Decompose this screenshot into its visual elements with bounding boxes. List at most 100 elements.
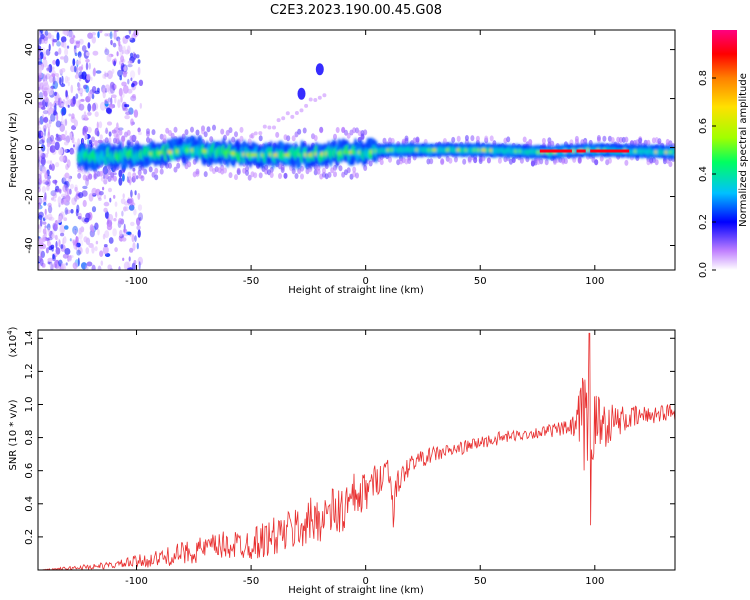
spectrogram-noise-cell bbox=[65, 163, 69, 170]
spectrogram-noise-cell bbox=[81, 45, 87, 52]
spectrogram-noise-cell bbox=[137, 256, 143, 266]
spectrogram-noise-cell bbox=[99, 250, 104, 257]
spectrogram-noise-cell bbox=[127, 37, 133, 41]
spectrogram-noise-cell bbox=[78, 55, 82, 64]
spectrogram-noise-cell bbox=[61, 177, 67, 185]
spectrogram-noise-cell bbox=[102, 165, 109, 175]
spectrogram-halo-cell bbox=[333, 133, 337, 140]
spectrogram-halo-cell bbox=[475, 135, 480, 142]
spectrogram-noise-cell bbox=[73, 119, 78, 127]
spectrogram-noise-cell bbox=[42, 136, 46, 142]
spectrogram-halo-cell bbox=[486, 157, 491, 164]
spectrogram-noise-cell bbox=[133, 109, 139, 118]
spectrogram-noise-cell bbox=[113, 30, 119, 33]
spectrogram-noise-cell bbox=[70, 84, 74, 94]
spectrogram-noise-cell bbox=[102, 245, 109, 255]
spectrogram-noise-cell bbox=[64, 130, 68, 136]
spectrogram-noise-cell bbox=[46, 223, 51, 231]
spectrogram-noise-cell bbox=[42, 124, 47, 132]
spectrogram-noise-cell bbox=[99, 101, 106, 111]
spectrogram-noise-cell bbox=[52, 75, 56, 85]
spectrogram-halo-cell bbox=[231, 136, 236, 143]
spectrogram-noise-cell bbox=[60, 133, 66, 141]
spectrogram-noise-cell bbox=[63, 236, 67, 244]
spectrogram-noise-cell bbox=[41, 106, 46, 110]
spectrogram-noise-cell bbox=[116, 51, 119, 57]
spectrogram-halo-cell bbox=[624, 136, 629, 143]
spectrogram-halo-cell bbox=[327, 171, 332, 178]
spectrogram-noise-cell bbox=[54, 220, 58, 228]
spectrogram-noise-cell bbox=[97, 265, 102, 270]
spectrogram-noise-cell bbox=[59, 225, 66, 234]
colorbar-tick-label: 0.6 bbox=[698, 118, 709, 134]
spectrogram-noise-cell bbox=[54, 234, 58, 241]
spectrogram-halo-cell bbox=[91, 136, 95, 143]
snr-axes: -100 -50 0 50 100 0.2 0.4 0.6 0.8 1.0 1.2 1.4 bbox=[24, 330, 675, 587]
spectrogram-noise-cell bbox=[79, 74, 85, 80]
spectrogram-halo-cell bbox=[283, 172, 288, 179]
spectrogram-noise-cell bbox=[42, 221, 47, 225]
spectrogram-noise-cell bbox=[40, 144, 46, 152]
spectrogram-halo-cell bbox=[269, 172, 274, 178]
spectrogram-noise-cell bbox=[60, 244, 64, 249]
snr-xtick-label: -50 bbox=[243, 576, 259, 587]
spectrogram-noise-cell bbox=[59, 123, 65, 132]
spectrogram-noise-cell bbox=[118, 87, 123, 97]
spectrogram-noise-cell bbox=[121, 81, 127, 87]
spectrogram-tail-cell bbox=[313, 98, 318, 102]
spectrogram-halo-cell bbox=[173, 166, 178, 173]
spectrogram-noise-cell bbox=[60, 224, 66, 233]
spectrogram-noise-cell bbox=[77, 257, 80, 267]
spectrogram-noise-cell bbox=[86, 261, 93, 267]
spectrogram-halo-cell bbox=[577, 157, 582, 164]
spectrogram-noise-cell bbox=[52, 39, 58, 43]
spectrogram-noise-cell bbox=[129, 197, 134, 206]
spectrogram-noise-cell bbox=[56, 188, 62, 192]
spectrogram-noise-cell bbox=[113, 194, 116, 199]
spectrogram-ridge bbox=[77, 135, 675, 172]
spectrogram-halo-cell bbox=[574, 138, 579, 145]
spectrogram-noise-cell bbox=[72, 239, 75, 246]
spectrogram-noise-cell bbox=[70, 65, 76, 73]
spectrogram-feature bbox=[297, 87, 306, 100]
spectrogram-noise-cell bbox=[39, 115, 44, 125]
spectrogram-halo-cell bbox=[129, 135, 134, 142]
spectrogram-noise-cell bbox=[55, 247, 61, 255]
spectrogram-noise-cell bbox=[44, 96, 49, 103]
spectrogram-noise-cell bbox=[102, 186, 105, 191]
spectrogram-halo-cell bbox=[223, 167, 227, 174]
spectrogram-noise-cell bbox=[63, 217, 68, 222]
spectrogram-halo-cell bbox=[110, 171, 115, 178]
spectrogram-halo-cell bbox=[338, 165, 343, 172]
spectrogram-halo-cell bbox=[234, 174, 238, 181]
spectrogram-feature bbox=[315, 63, 324, 76]
spectrogram-noise-cell bbox=[54, 259, 60, 269]
spectrogram-noise-cell bbox=[85, 85, 90, 93]
spectrogram-noise-cell bbox=[122, 39, 125, 44]
spectrogram-noise-cell bbox=[124, 115, 130, 120]
spectrogram-noise-cell bbox=[74, 74, 79, 79]
spectrogram-noise-cell bbox=[91, 228, 95, 233]
spectrogram-halo-cell bbox=[607, 157, 612, 164]
spectrogram-noise-cell bbox=[120, 55, 125, 63]
spectrogram-noise-cell bbox=[121, 59, 126, 63]
spectrogram-noise-cell bbox=[85, 51, 91, 57]
spectrogram-noise-cell bbox=[39, 37, 46, 44]
spectrogram-ylabel: Frequency (Hz) bbox=[8, 112, 19, 188]
spectrogram-noise-cell bbox=[52, 66, 55, 70]
spectrogram-halo-cell bbox=[170, 132, 175, 139]
spectrogram-noise-cell bbox=[59, 155, 65, 162]
spectrogram-noise-cell bbox=[55, 136, 61, 141]
spectrogram-noise-cell bbox=[91, 264, 96, 270]
snr-ytick-label: 1.4 bbox=[24, 330, 35, 346]
spectrogram-halo-cell bbox=[264, 164, 269, 171]
spectrogram-halo-cell bbox=[159, 168, 164, 175]
spectrogram-noise-cell bbox=[66, 188, 71, 196]
spectrogram-noise-cell bbox=[38, 211, 44, 218]
spectrogram-noise-cell bbox=[38, 170, 43, 175]
spectrogram-noise-cell bbox=[65, 135, 71, 144]
spectrogram-noise-cell bbox=[128, 204, 135, 211]
spectrogram-noise-cell bbox=[102, 73, 106, 79]
spectrogram-noise-cell bbox=[137, 204, 143, 211]
spectrogram-halo-cell bbox=[528, 139, 533, 146]
